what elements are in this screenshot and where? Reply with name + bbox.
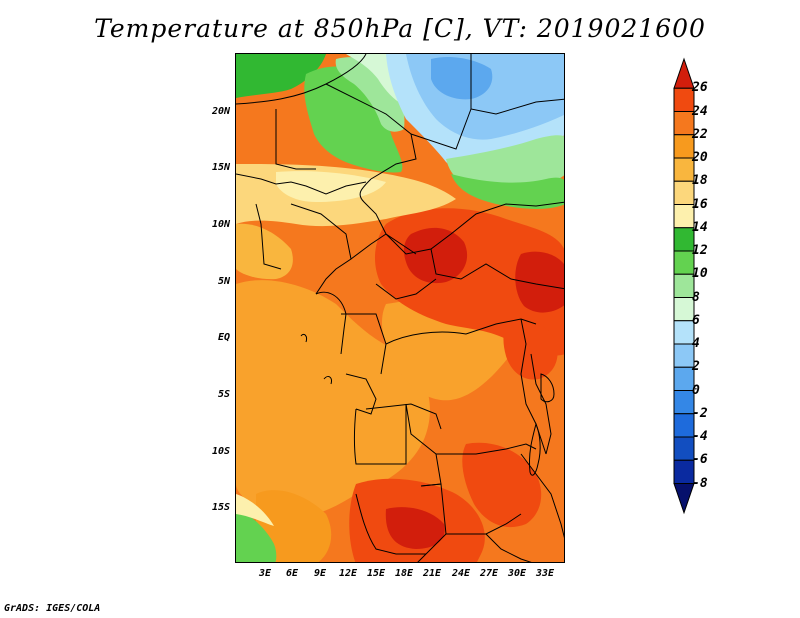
zone-24-26-east [515, 251, 564, 313]
colorbar-segment [673, 157, 695, 182]
zone-18-20-west [236, 280, 430, 518]
lon-label-18e: 18E [394, 568, 414, 579]
lat-label-5n: 5N [217, 276, 230, 287]
temperature-map [235, 53, 565, 563]
zone-10-12-northeast [451, 174, 564, 209]
colorbar-label: 12 [692, 243, 708, 258]
lat-label-15n: 15N [211, 162, 230, 173]
colorbar-segment [673, 180, 695, 205]
lon-label-30e: 30E [507, 568, 527, 579]
zone-24-26-north [403, 227, 468, 284]
colorbar-label: 14 [692, 219, 708, 235]
zone-14-16-sahel [276, 171, 386, 202]
colorbar-segment [673, 250, 695, 275]
colorbar-segment [673, 57, 695, 89]
colorbar-label: 22 [692, 126, 708, 142]
colorbar-label: 20 [692, 150, 708, 165]
zone-10-12-north [304, 66, 403, 173]
zone-14-16-southwest [236, 494, 274, 526]
lon-label-6e: 6E [285, 568, 299, 579]
zone-22-24-lake [503, 318, 558, 380]
colorbar-label: -6 [692, 452, 708, 468]
colorbar-label: 18 [692, 173, 708, 189]
zone-0-2-northeast [431, 57, 493, 100]
grads-credit: GrADS: IGES/COLA [4, 603, 101, 614]
colorbar-label: -4 [692, 429, 708, 444]
country-boundaries [236, 54, 564, 562]
lat-label-10n: 10N [211, 219, 230, 230]
colorbar-segment [673, 366, 695, 391]
colorbar-label: 0 [692, 382, 700, 398]
colorbar-segment [673, 297, 695, 322]
zone-12-14-northwest [236, 54, 326, 98]
colorbar-segment [673, 204, 695, 229]
zone-18-20-westcoast [236, 223, 293, 280]
lat-label-20n: 20N [211, 106, 230, 117]
colorbar-segment [673, 320, 695, 345]
colorbar-segment [673, 390, 695, 415]
zone-22-24-southeast [462, 442, 542, 528]
colorbar-segment [673, 227, 695, 252]
colorbar-label: 6 [692, 312, 700, 328]
lat-label-10s: 10S [211, 446, 230, 457]
colorbar-segment [673, 413, 695, 438]
lon-label-33e: 33E [535, 568, 555, 579]
lon-label-24e: 24E [451, 568, 471, 579]
colorbar-label: 2 [692, 359, 700, 375]
lon-label-15e: 15E [366, 568, 386, 579]
colorbar-label: -8 [692, 475, 708, 491]
colorbar-label: 10 [692, 266, 708, 282]
colorbar-segment [673, 87, 695, 112]
colorbar-segment [673, 459, 695, 484]
colorbar-segment [673, 483, 695, 515]
lon-label-9e: 9E [313, 568, 327, 579]
colorbar-label: 4 [692, 336, 700, 351]
lon-label-3e: 3E [258, 568, 272, 579]
lat-label-eq: EQ [217, 332, 230, 343]
colorbar [673, 57, 695, 515]
colorbar-segment [673, 134, 695, 159]
colorbar-segment [673, 436, 695, 461]
colorbar-segment [673, 273, 695, 298]
zone-24-26-south [385, 507, 445, 549]
colorbar-label: 16 [692, 196, 708, 212]
colorbar-segment [673, 343, 695, 368]
colorbar-label: 26 [692, 80, 708, 96]
colorbar-label: 8 [692, 289, 700, 305]
map-title: Temperature at 850hPa [C], VT: 201902160… [94, 14, 706, 43]
lon-label-12e: 12E [338, 568, 358, 579]
zone-10-12-southwest [236, 509, 277, 562]
lat-label-5s: 5S [217, 389, 230, 400]
zone-8-10-northeast [446, 135, 564, 193]
lon-label-21e: 21E [422, 568, 442, 579]
colorbar-label: -2 [692, 405, 708, 421]
zone-20-22-coast [256, 490, 332, 562]
lat-label-15s: 15S [211, 502, 230, 513]
colorbar-segment [673, 111, 695, 136]
lon-label-27e: 27E [479, 568, 499, 579]
colorbar-label: 24 [692, 103, 708, 119]
